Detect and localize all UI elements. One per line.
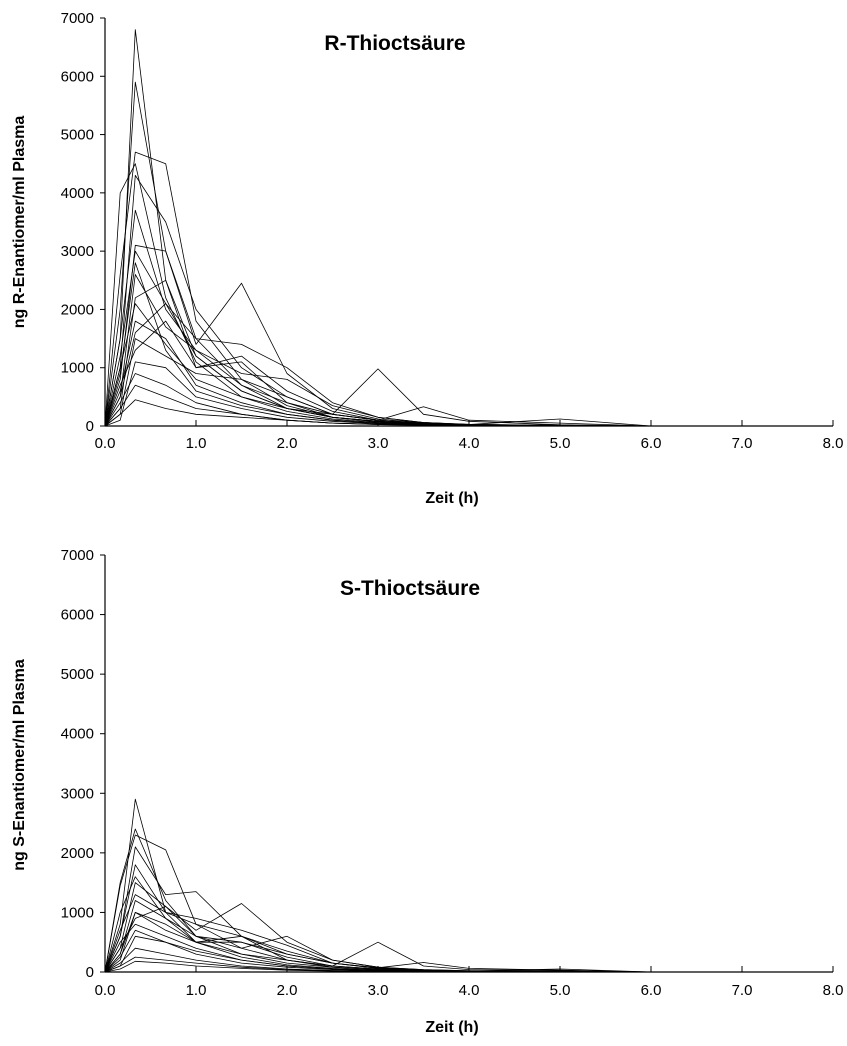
y-axis-label: ng S-Enantiomer/ml Plasma — [11, 659, 28, 871]
series-line-18 — [104, 864, 833, 973]
plot-lines — [104, 798, 833, 973]
x-tick-label-3: 3.0 — [368, 982, 389, 999]
y-tick-label-7: 7000 — [61, 10, 94, 27]
y-tick-label-5: 5000 — [61, 666, 94, 683]
y-tick-label-2: 2000 — [61, 845, 94, 862]
x-tick-label-7: 7.0 — [732, 982, 753, 999]
x-axis-label: Zeit (h) — [425, 490, 478, 507]
x-tick-label-6: 6.0 — [641, 982, 662, 999]
x-tick-label-5: 5.0 — [550, 982, 571, 999]
series-line-5 — [104, 882, 833, 973]
chart-title: R-Thioctsäure — [324, 32, 465, 55]
series-line-10 — [104, 320, 833, 427]
y-tick-label-0: 0 — [86, 964, 94, 981]
y-tick-labels: 0 1000 2000 3000 4000 5000 6000 7000 — [61, 547, 94, 981]
y-tick-label-7: 7000 — [61, 547, 94, 564]
x-tick-label-2: 2.0 — [277, 435, 298, 452]
tick-marks — [100, 17, 834, 427]
tick-marks — [100, 554, 834, 973]
x-tick-label-4: 4.0 — [459, 435, 480, 452]
series-line-8 — [104, 274, 833, 427]
x-axis-label: Zeit (h) — [425, 1019, 478, 1036]
series-line-12 — [104, 894, 833, 973]
series-line-14 — [104, 373, 833, 427]
y-tick-label-2: 2000 — [61, 301, 94, 318]
series-line-15 — [104, 906, 833, 973]
y-tick-label-0: 0 — [86, 418, 94, 435]
x-tick-label-2: 2.0 — [277, 982, 298, 999]
series-line-1 — [104, 29, 833, 427]
series-line-16 — [104, 929, 833, 973]
y-tick-label-6: 6000 — [61, 607, 94, 624]
x-tick-labels: 0.0 1.0 2.0 3.0 4.0 5.0 6.0 7.0 8.0 — [95, 982, 844, 999]
y-tick-labels: 0 1000 2000 3000 4000 5000 6000 7000 — [61, 10, 94, 435]
series-line-9 — [104, 279, 833, 427]
series-line-5 — [104, 174, 833, 427]
x-tick-label-6: 6.0 — [641, 435, 662, 452]
series-line-7 — [104, 912, 833, 973]
series-line-2 — [104, 828, 833, 973]
x-tick-label-7: 7.0 — [732, 435, 753, 452]
x-tick-label-8: 8.0 — [823, 982, 844, 999]
s-thioctsaeure-chart: S-Thioctsäure 0 1000 2000 3000 4000 5000 6000 7… — [11, 547, 843, 1036]
series-line-10 — [104, 912, 833, 973]
chart-title: S-Thioctsäure — [340, 577, 480, 600]
series-line-3 — [104, 834, 833, 973]
series-line-6 — [104, 900, 833, 973]
x-tick-label-0: 0.0 — [95, 435, 116, 452]
x-tick-labels: 0.0 1.0 2.0 3.0 4.0 5.0 6.0 7.0 8.0 — [95, 435, 844, 452]
x-tick-label-4: 4.0 — [459, 982, 480, 999]
r-thioctsaeure-chart: R-Thioctsäure 0 1000 2000 3000 4000 5000 6000 7… — [11, 10, 843, 507]
x-tick-label-1: 1.0 — [186, 982, 207, 999]
plot-lines — [104, 29, 833, 427]
x-tick-label-3: 3.0 — [368, 435, 389, 452]
y-axis-label: ng R-Enantiomer/ml Plasma — [11, 116, 28, 329]
series-line-1 — [104, 798, 833, 973]
y-tick-label-4: 4000 — [61, 726, 94, 743]
y-tick-label-3: 3000 — [61, 785, 94, 802]
x-tick-label-1: 1.0 — [186, 435, 207, 452]
y-tick-label-4: 4000 — [61, 185, 94, 202]
y-tick-label-3: 3000 — [61, 243, 94, 260]
x-tick-label-5: 5.0 — [550, 435, 571, 452]
series-line-20 — [104, 209, 833, 427]
y-tick-label-6: 6000 — [61, 68, 94, 85]
series-line-12 — [104, 361, 833, 427]
series-line-11 — [104, 338, 833, 427]
series-line-6 — [104, 244, 833, 427]
y-tick-label-1: 1000 — [61, 904, 94, 921]
series-line-4 — [104, 151, 833, 427]
y-tick-label-1: 1000 — [61, 360, 94, 377]
series-line-13 — [104, 320, 833, 427]
x-tick-label-0: 0.0 — [95, 982, 116, 999]
series-line-7 — [104, 250, 833, 427]
series-line-2 — [104, 81, 833, 427]
x-tick-label-8: 8.0 — [823, 435, 844, 452]
y-tick-label-5: 5000 — [61, 127, 94, 144]
